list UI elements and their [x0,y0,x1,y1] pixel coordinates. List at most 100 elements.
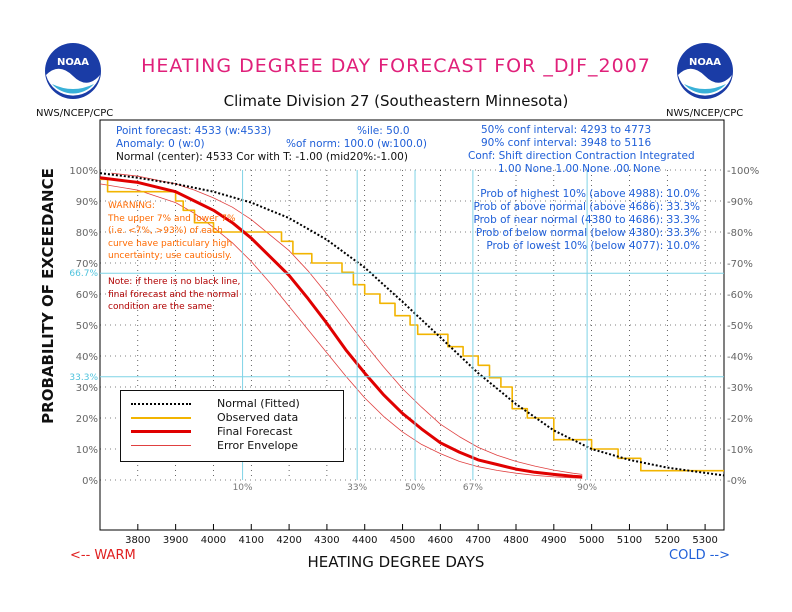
y-tick-label-right: -100% [727,166,759,177]
warning-line: curve have particulary high [108,238,233,249]
warning-line: (i.e. <7%, >93%) of each [108,226,223,236]
y-tick-label-right: -90% [727,197,753,208]
y-tick-label-left: 60% [76,290,98,301]
x-tick-label: 4000 [201,535,226,546]
x-tick-labels: 3800 3900 4000 4100 4200 4300 4400 4500 4600 4700… [125,535,718,546]
y-tick-label-right: -0% [727,476,746,487]
conf-values: 1.00 None 1.00 None .00 None [498,163,661,175]
anomaly: Anomaly: 0 (w:0) [116,138,205,150]
y-tick-label-left: 100% [69,166,98,177]
prob-lowest: Prob of lowest 10% (below 4077): 10.0% [486,240,700,252]
x-tick-label: 3900 [163,535,188,546]
y-tick-label-left: 10% [76,445,98,456]
y-tick-label-left: 90% [76,197,98,208]
prob-highest: Prob of highest 10% (above 4988): 10.0% [480,188,700,200]
reference-label: 33.3% [69,373,98,383]
y-tick-label-right: -50% [727,321,753,332]
x-tick-label: 4400 [352,535,377,546]
x-tick-label: 4200 [276,535,301,546]
conf-interval-50: 50% conf interval: 4293 to 4773 [481,124,652,136]
legend-swatch-forecast [131,430,191,433]
y-tick-label-left: 50% [76,321,98,332]
grid [100,169,724,530]
point-forecast: Point forecast: 4533 (w:4533) [116,125,272,137]
noaa-logo-text: NOAA [57,57,89,68]
percentile-label: 90% [577,483,597,493]
x-tick-label: 4900 [541,535,566,546]
y-tick-label-right: -60% [727,290,753,301]
agency-label-left: NWS/NCEP/CPC [36,108,114,119]
percent-of-normal: %of norm: 100.0 (w:100.0) [286,138,427,150]
conf-header: Conf: Shift direction Contraction Integr… [468,150,695,162]
legend-label: Error Envelope [217,439,299,452]
prob-below-normal: Prob of below normal (below 4380): 33.3% [475,227,700,239]
warning-text: WARNING: The upper 7% and lower 7% (i.e.… [108,200,236,263]
y-tick-label-left: 70% [76,259,98,270]
y-tick-label-right: -10% [727,445,753,456]
warning-line: The upper 7% and lower 7% [108,213,236,224]
y-tick-label-left: 80% [76,228,98,239]
x-tick-label: 4800 [503,535,528,546]
x-tick-label: 5000 [579,535,604,546]
prob-above-normal: Prob of above normal (above 4686): 33.3% [473,201,700,213]
chart-title: HEATING DEGREE DAY FORECAST FOR _DJF_200… [141,55,651,77]
agency-label-right: NWS/NCEP/CPC [666,108,744,119]
series-lines [99,172,725,479]
legend-item-envelope: Error Envelope [131,439,341,453]
percentile-label: 33% [347,483,367,493]
x-tick-label: 4100 [239,535,264,546]
cold-direction-label: COLD --> [669,548,730,563]
x-tick-label: 4600 [428,535,453,546]
observed-data-line [100,178,724,472]
normal-center: Normal (center): 4533 Cor with T: -1.00 … [116,151,408,163]
note-line: condition are the same [108,302,213,312]
legend: Normal (Fitted) Observed data Final Fore… [120,390,344,462]
prob-near-normal: Prob of near normal (4380 to 4686): 33.3… [473,214,700,226]
final-forecast-line [99,176,583,479]
y-tick-label-right: -30% [727,383,753,394]
warning-line: WARNING: [108,201,155,211]
warning-line: uncertainty; use cautiously. [108,251,232,261]
y-tick-label-left: 0% [82,476,98,487]
legend-item-forecast: Final Forecast [131,425,341,439]
legend-swatch-observed [131,417,191,419]
warm-direction-label: <-- WARM [70,548,136,563]
normal-fitted-line [99,172,725,477]
x-tick-label: 4700 [465,535,490,546]
x-tick-label: 5100 [617,535,642,546]
y-tick-label-right: -40% [727,352,753,363]
conf-interval-90: 90% conf interval: 3948 to 5116 [481,137,652,149]
y-tick-label-left: 30% [76,383,98,394]
percentile-label: 10% [233,483,253,493]
percentile-label: 67% [463,483,483,493]
y-axis-label: PROBABILITY OF EXCEEDANCE [39,168,57,424]
x-axis-label: HEATING DEGREE DAYS [307,553,485,571]
noaa-logo-left: NOAA [45,43,101,99]
y-tick-label-left: 20% [76,414,98,425]
percentile: %ile: 50.0 [357,125,410,137]
legend-swatch-envelope [131,445,191,446]
y-tick-labels: 0% -0% 10% -10% 20% -20% 30% -30% 40% -40% 50% -50%… [69,166,759,487]
percentile-label: 50% [405,483,425,493]
chart-subtitle: Climate Division 27 (Southeastern Minnes… [223,92,569,110]
x-tick-label: 3800 [125,535,150,546]
reference-label: 66.7% [69,269,98,279]
legend-label: Observed data [217,411,299,424]
error-envelope-upper-line [111,172,583,475]
legend-item-normal: Normal (Fitted) [131,397,341,411]
legend-swatch-normal [131,403,191,405]
x-tick-label: 5200 [655,535,680,546]
x-tick-label: 4300 [314,535,339,546]
legend-label: Normal (Fitted) [217,397,300,410]
noaa-logo-text: NOAA [689,57,721,68]
x-tick-label: 4500 [390,535,415,546]
y-tick-label-right: -20% [727,414,753,425]
legend-item-observed: Observed data [131,411,341,425]
y-tick-label-left: 40% [76,352,98,363]
note-line: Note: if there is no black line, [108,277,241,287]
x-tick-label: 5300 [692,535,717,546]
noaa-logo-right: NOAA [677,43,733,99]
note-text: Note: if there is no black line, final f… [108,276,240,314]
percentile-markers: 66.7% 33.3% 10% 33% 50% 67% 90% [69,170,724,493]
